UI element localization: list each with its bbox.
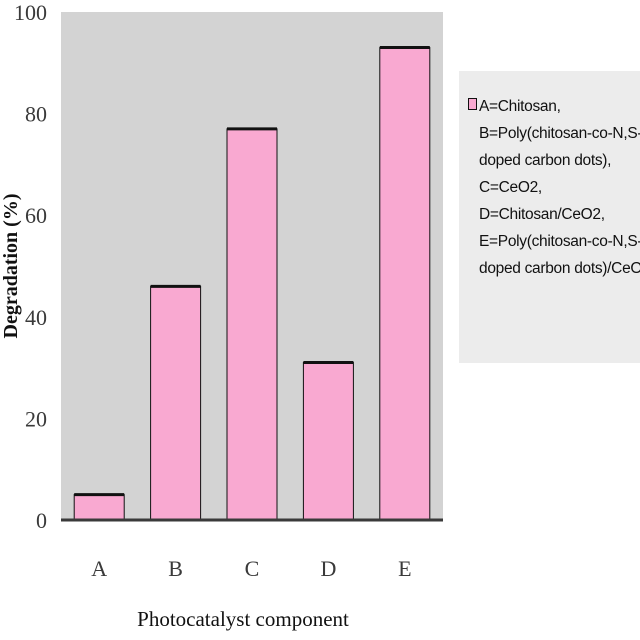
legend-line: B=Poly(chitosan-co-N,S- — [479, 120, 640, 147]
x-tick-labels: A B C D E — [91, 556, 411, 581]
y-axis-title: Degradation (%) — [0, 194, 22, 339]
y-tick-label: 0 — [36, 508, 47, 533]
y-tick-label: 60 — [25, 203, 47, 228]
y-tick-label: 100 — [14, 0, 47, 25]
x-tick-label: E — [398, 556, 411, 581]
bar-C — [227, 129, 277, 520]
x-tick-label: C — [245, 556, 260, 581]
bar-B — [151, 286, 201, 520]
legend-line: D=Chitosan/CeO2, — [479, 201, 640, 228]
y-tick-label: 40 — [25, 305, 47, 330]
x-axis-title: Photocatalyst component — [137, 607, 349, 631]
legend-line: doped carbon dots), — [479, 147, 640, 174]
legend-line: E=Poly(chitosan-co-N,S- — [479, 228, 640, 255]
bar-D — [303, 363, 353, 520]
legend: A=Chitosan, B=Poly(chitosan-co-N,S- dope… — [459, 71, 640, 363]
bar-E — [380, 48, 430, 520]
legend-swatch — [468, 98, 477, 110]
legend-line: C=CeO2, — [479, 174, 640, 201]
x-tick-label: A — [91, 556, 107, 581]
x-tick-label: D — [320, 556, 336, 581]
bar-A — [74, 495, 124, 520]
y-tick-label: 80 — [25, 102, 47, 127]
legend-line: A=Chitosan, — [479, 93, 640, 120]
legend-line: doped carbon dots)/CeO2 — [479, 255, 640, 282]
x-tick-label: B — [168, 556, 183, 581]
y-tick-label: 20 — [25, 406, 47, 431]
legend-text: A=Chitosan, B=Poly(chitosan-co-N,S- dope… — [479, 93, 640, 282]
